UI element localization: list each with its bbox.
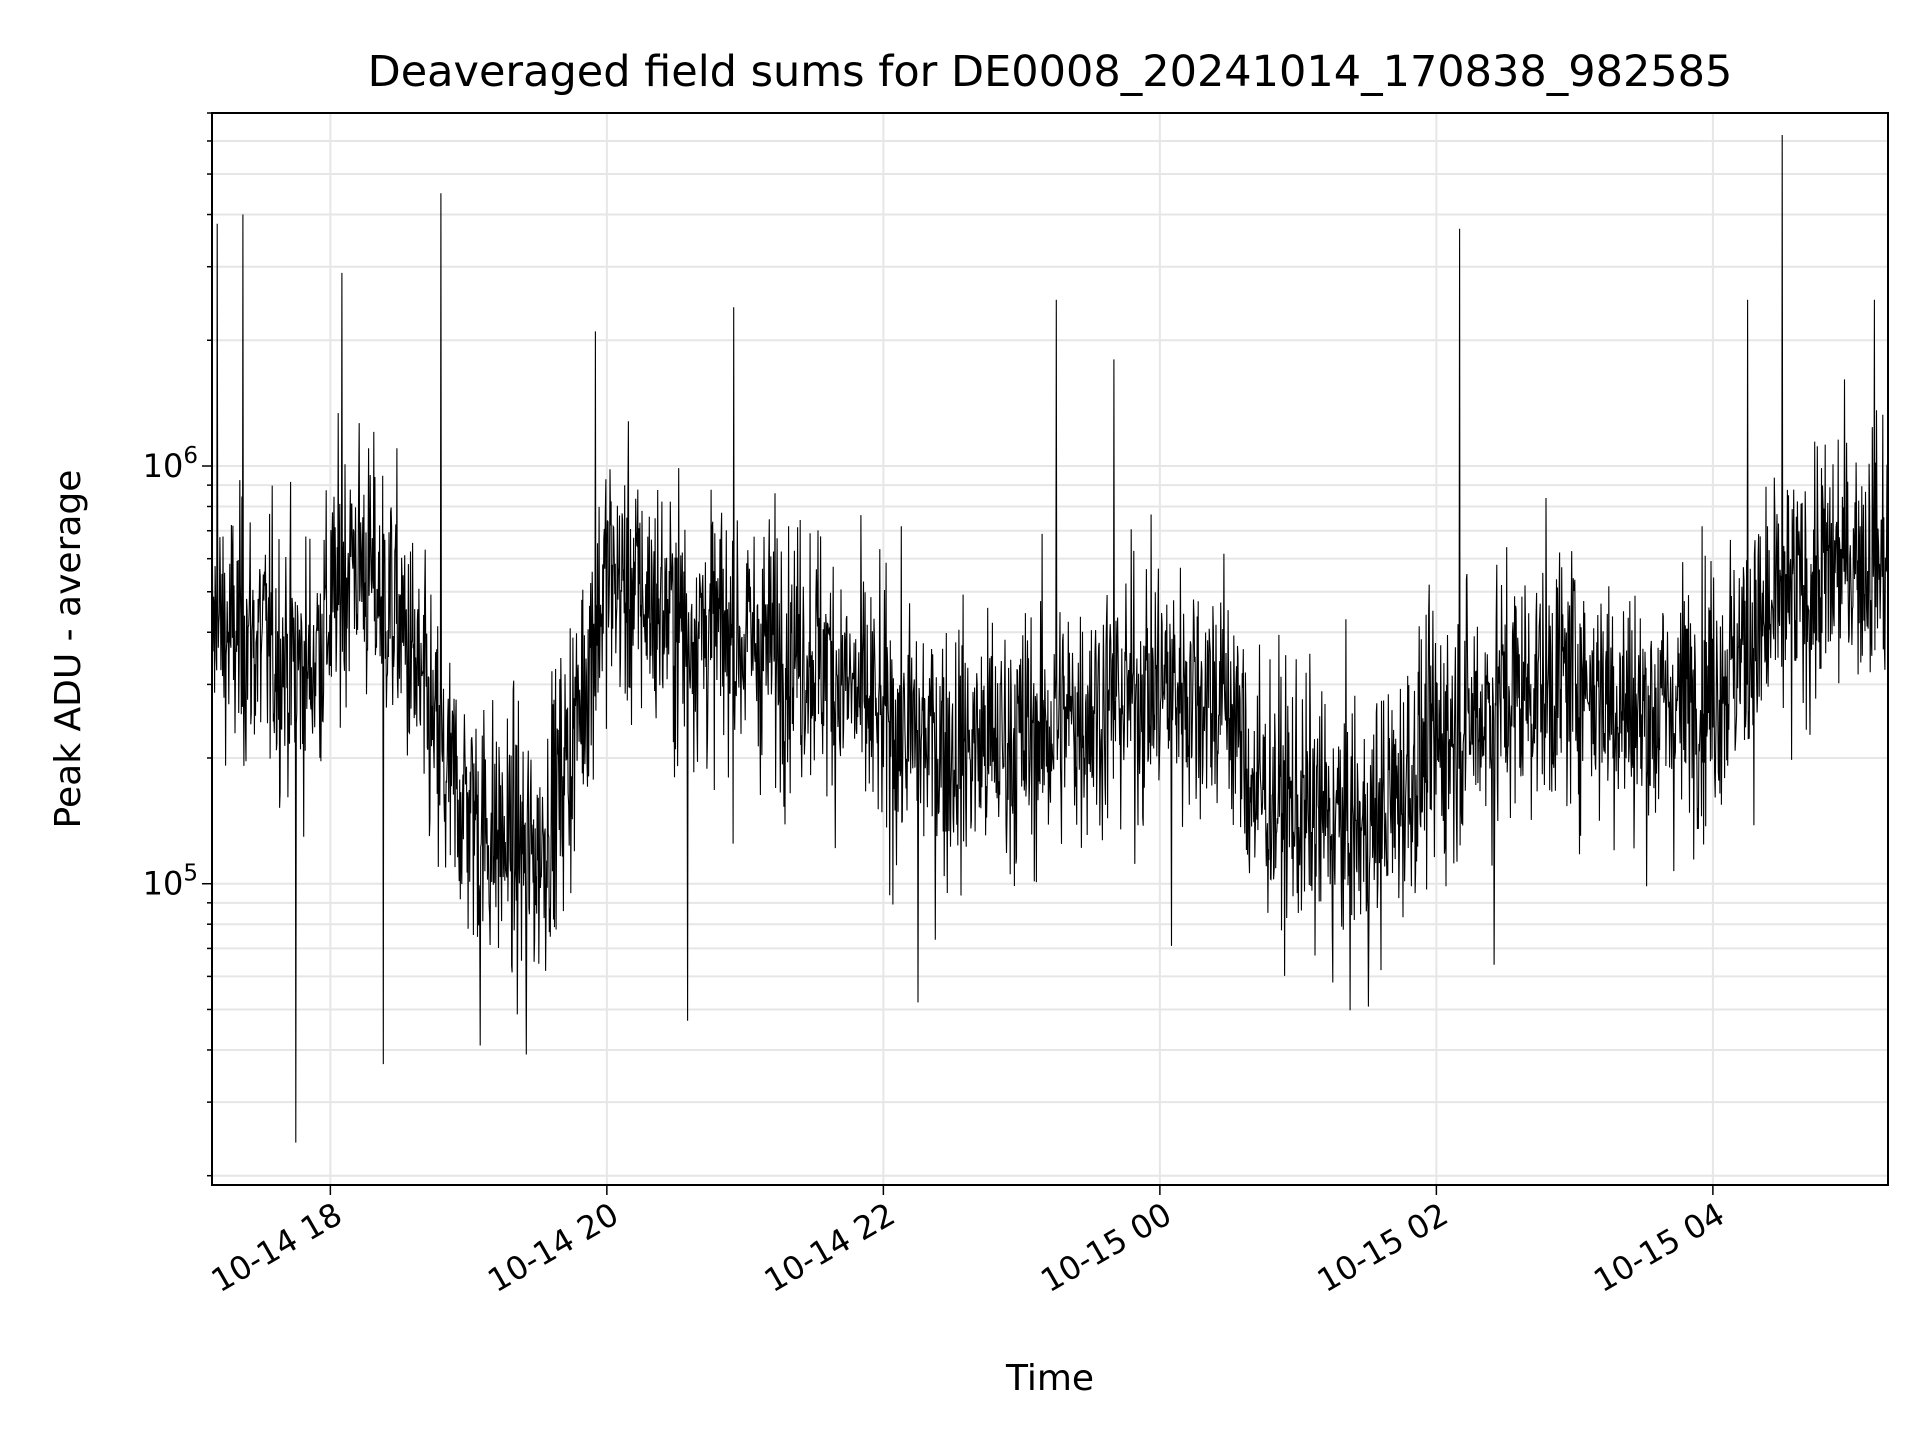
plot-frame (211, 112, 1889, 1186)
x-axis-label: Time (1005, 1358, 1094, 1399)
y-tick-label: 106 (143, 443, 198, 485)
series-line (211, 134, 1889, 1143)
chart-title: Deaveraged field sums for DE0008_2024101… (368, 47, 1733, 97)
series-path (211, 134, 1889, 1143)
y-tick-label: 105 (143, 861, 198, 903)
y-axis-label: Peak ADU - average (48, 470, 89, 829)
axis-ticks (202, 112, 1714, 1195)
